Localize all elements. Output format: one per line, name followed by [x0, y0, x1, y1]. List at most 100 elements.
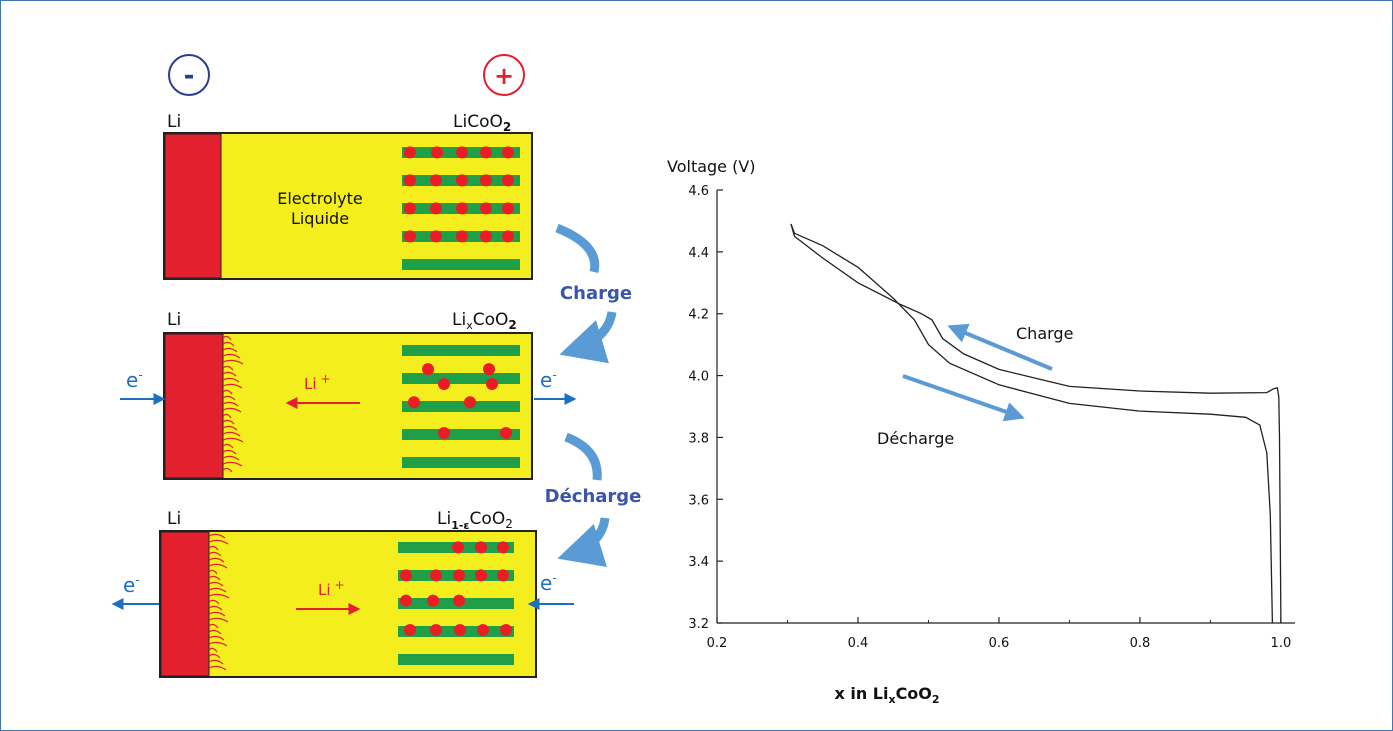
cathode-layer [402, 259, 520, 270]
dendrite [222, 401, 239, 407]
dendrite [208, 629, 222, 635]
cell-charging: Li LixCoO2 Li + e- e- [120, 310, 577, 480]
discharge-direction-arrow [902, 374, 1025, 422]
discharge-curve [790, 223, 1274, 624]
electron-label-left: e- [126, 368, 143, 392]
discharge-annotation: Décharge [877, 429, 954, 448]
electron-label-left: e- [123, 573, 140, 597]
x-tick-label: 0.4 [848, 636, 869, 651]
lithium-ion-dot [500, 427, 512, 439]
lithium-ion-dot [404, 174, 416, 187]
dendrite [222, 437, 244, 443]
dendrite [222, 341, 235, 347]
cathode-layer [402, 401, 520, 412]
lithium-ion-dot [453, 594, 465, 607]
dendrite [222, 383, 243, 389]
dendrite [208, 617, 229, 623]
svg-text:-: - [184, 61, 195, 91]
charge-process-arrow: Charge [555, 223, 632, 364]
dendrite [208, 569, 218, 575]
dendrite [208, 623, 219, 629]
electron-label-right: e- [540, 571, 557, 595]
y-tick-label: 3.6 [688, 493, 709, 508]
y-tick-label: 4.4 [688, 246, 709, 261]
charge-direction-arrow [947, 323, 1053, 371]
dendrite [222, 431, 241, 437]
dendrite [208, 545, 219, 551]
y-tick-label: 4.0 [688, 370, 709, 385]
lithium-anode [160, 531, 210, 677]
lithium-ion-dot [452, 541, 464, 554]
dendrite [222, 449, 237, 455]
dendrite [222, 347, 238, 353]
lithium-ion-dot [408, 396, 420, 409]
y-tick-label: 3.8 [688, 431, 709, 446]
dendrite [208, 647, 218, 653]
dendrite [222, 407, 242, 413]
lithium-ion-dot [456, 146, 468, 159]
lithium-ion-dot [427, 594, 439, 607]
lithium-ion-dot [438, 378, 450, 390]
dendrite [208, 551, 222, 557]
dendrite [208, 581, 224, 587]
lithium-ion-dot [430, 569, 442, 582]
dendrite [222, 425, 238, 431]
lithium-ion-dot [502, 146, 514, 159]
dendrite [222, 377, 240, 383]
li-ion-label: Li + [304, 372, 331, 393]
lithium-ion-dot [404, 202, 416, 215]
lithium-ion-dot [456, 230, 468, 243]
lithium-ion-dot [502, 202, 514, 215]
dendrite [208, 593, 230, 599]
cathode-layer [398, 654, 514, 665]
y-axis-label: Voltage (V) [667, 157, 756, 176]
x-tick-label: 0.6 [989, 636, 1010, 651]
lithium-ion-dot [480, 174, 492, 187]
cell-discharging: Li Li1-εCoO2 Li + e- e- [111, 509, 574, 678]
lithium-ion-dot [456, 174, 468, 187]
discharge-label: Décharge [545, 486, 642, 507]
dendrite [222, 389, 233, 395]
voltage-curves [790, 223, 1282, 624]
dendrite [208, 635, 225, 641]
dendrite [208, 563, 228, 569]
x-tick-label: 1.0 [1271, 636, 1292, 651]
voltage-chart: Voltage (V) 3.2 3.4 3.6 3.8 4.0 4.2 4.4 4.6 0.2… [667, 157, 1295, 706]
electrolyte-label-1: Electrolyte [277, 189, 363, 208]
dendrite [222, 467, 233, 473]
lithium-ion-dot [430, 202, 442, 215]
lithium-ion-dot [497, 541, 509, 554]
y-tick-label: 3.4 [688, 555, 709, 570]
x-axis-label: x in LixCoO2 [834, 684, 939, 706]
lithium-ion-dot [400, 569, 412, 582]
lithium-ion-dot [475, 569, 487, 582]
dendrite [208, 575, 221, 581]
dendrite [208, 653, 221, 659]
dendrite [208, 605, 223, 611]
dendrite [208, 587, 227, 593]
positive-terminal-icon: + [483, 54, 525, 96]
lithium-ion-dot [464, 396, 476, 409]
lithium-ion-dot [480, 202, 492, 215]
lithium-ion-dot [475, 541, 487, 554]
dendrite [222, 359, 244, 365]
cathode-layers [402, 345, 520, 468]
lithium-ion-dot [454, 624, 466, 636]
anode-label: Li [167, 509, 181, 529]
x-tick-label: 0.8 [1130, 636, 1151, 651]
lithium-ion-dot [502, 174, 514, 187]
y-tick-label: 4.6 [688, 184, 709, 199]
dendrite [222, 365, 234, 371]
x-ticks: 0.2 0.4 0.6 0.8 1.0 [707, 617, 1292, 651]
dendrite [222, 443, 234, 449]
lithium-ion-dot [497, 569, 509, 582]
lithium-ion-dot [438, 427, 450, 439]
dendrite [208, 599, 220, 605]
lithium-ion-dot [453, 569, 465, 582]
dendrite [222, 371, 237, 377]
lithium-ion-dot [456, 202, 468, 215]
lithium-ion-dot [500, 624, 512, 636]
charge-label: Charge [560, 283, 632, 304]
dendrite [222, 419, 235, 425]
